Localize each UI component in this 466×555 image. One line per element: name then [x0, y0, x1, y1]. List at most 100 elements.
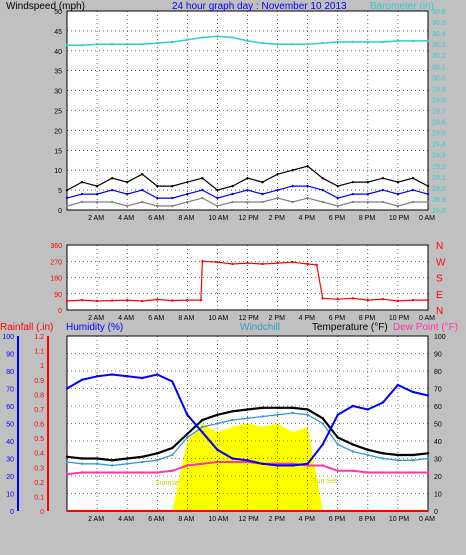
p1-xtick-label: 10 PM: [389, 215, 409, 222]
p2-xtick-label: 2 PM: [269, 315, 286, 322]
p3-xtick-label: 10 AM: [208, 516, 228, 523]
rain-ytick-label: 0.9: [34, 378, 44, 385]
wind-direction-point: [246, 261, 249, 265]
temp-ytick-label: 10: [434, 492, 442, 499]
wind-minimum-line-point: [366, 200, 370, 204]
wind-direction-point: [411, 298, 415, 302]
wind-gust-line-point: [171, 184, 174, 188]
wind-minimum-line-point: [186, 200, 189, 204]
wind-minimum-line-point: [125, 204, 129, 208]
dewpoint-line-point: [291, 462, 294, 465]
humidity-line-point: [321, 443, 324, 446]
wind-ytick-label: 5: [58, 188, 62, 195]
barometer-ytick-label: 29.2: [432, 164, 446, 171]
wind-minimum-line-point: [381, 200, 385, 204]
windchill-line-point: [216, 422, 219, 425]
wind-average-line-point: [65, 196, 69, 200]
rain-ytick-label: 0: [40, 509, 44, 516]
wind-ytick-label: 35: [54, 69, 62, 76]
barometer-ytick-label: 29.6: [432, 120, 446, 127]
wind-panel-axes: 0 5 10 15 20 25 30 35 40 45 50 28.8 28.9 29.0 29.1 29.2…: [54, 9, 446, 222]
windchill-line-point: [411, 459, 415, 462]
p2-xtick-label: 6 AM: [148, 315, 164, 322]
humidity-line-point: [65, 387, 69, 390]
wind-average-line-point: [231, 192, 234, 196]
rain-ytick-label: 0.2: [34, 480, 44, 487]
wind-gust-line-point: [426, 184, 430, 188]
rain-ytick-label: 0.7: [34, 407, 44, 414]
temperature-line-point: [411, 453, 415, 457]
humidity-line-point: [276, 464, 279, 467]
temperature-line-point: [110, 459, 114, 462]
barometer-ytick-label: 29.9: [432, 86, 446, 93]
humidity-line-point: [186, 413, 189, 416]
windchill-line-point: [246, 417, 249, 420]
p2-xtick-label: 4 PM: [299, 315, 316, 322]
wind-minimum-line-point: [216, 204, 219, 208]
temp-ytick-label: 30: [434, 457, 442, 464]
p1-xtick-label: 12 PM: [239, 215, 259, 222]
p1-xtick-label: 4 PM: [299, 215, 316, 222]
humidity-ytick-label: 60: [6, 404, 14, 411]
wind-average-line-point: [411, 188, 415, 192]
wind-gust-line-point: [336, 184, 339, 188]
humidity-ytick-label: 50: [6, 422, 14, 429]
barometer-point: [261, 41, 264, 45]
temperature-line-point: [246, 408, 249, 411]
barometer-ytick-label: 29.8: [432, 97, 446, 104]
direction-ytick-label: 270: [50, 259, 62, 266]
wind-ytick-label: 45: [54, 29, 62, 36]
wind-minimum-line-point: [426, 200, 430, 204]
wind-gust-line-point: [246, 176, 249, 180]
wind-direction-point: [396, 299, 400, 303]
wind-minimum-line-point: [95, 200, 99, 204]
barometer-point: [186, 38, 189, 41]
p1-xtick-label: 0 AM: [419, 215, 435, 222]
windchill-line-point: [186, 436, 189, 439]
p2-xtick-label: 12 PM: [239, 315, 259, 322]
wind-gust-line-point: [351, 180, 354, 184]
annotation-sunset: Sun Set: [312, 478, 337, 485]
dewpoint-line-point: [171, 469, 174, 472]
temperature-line-point: [201, 418, 204, 422]
rain-ytick-label: 0.8: [34, 392, 44, 399]
p1-xtick-label: 8 AM: [178, 215, 194, 222]
chart-title: 24 hour graph day : November 10 2013: [172, 1, 347, 12]
wind-average-line-point: [171, 196, 174, 200]
humidity-line-point: [231, 457, 234, 460]
direction-ytick-label: 0: [58, 308, 62, 315]
barometer-point: [396, 39, 400, 43]
barometer-point: [201, 36, 204, 39]
wind-minimum-line-point: [336, 204, 339, 208]
temperature-line-point: [366, 448, 370, 451]
p3-xtick-label: 8 PM: [359, 516, 376, 523]
wind-minimum-line-point: [80, 200, 84, 204]
wind-minimum-line-point: [306, 196, 309, 200]
barometer-point: [291, 42, 294, 46]
humidity-line-point: [366, 408, 370, 411]
wind-minimum-line-point: [276, 196, 279, 200]
temp-panel-series: [65, 373, 430, 512]
wind-gust-line-point: [396, 180, 400, 184]
wind-panel-grid: [67, 10, 429, 211]
windchill-line-point: [426, 457, 430, 460]
rain-ytick-label: 1.2: [34, 334, 44, 341]
legend-rainfall: Rainfall (.in): [0, 322, 53, 333]
wind-gust-line-point: [321, 176, 324, 180]
wind-direction-point: [201, 260, 204, 263]
wind-direction-point: [199, 298, 203, 302]
rain-ytick-label: 0.4: [34, 451, 44, 458]
barometer-point: [306, 42, 309, 46]
p2-xtick-label: 10 PM: [389, 315, 409, 322]
wind-direction-point: [381, 297, 385, 301]
wind-minimum-line-point: [291, 200, 294, 204]
wind-minimum-line-point: [351, 200, 354, 204]
wind-average-line-point: [291, 184, 294, 188]
temperature-line-point: [336, 436, 339, 439]
p1-xtick-label: 10 AM: [208, 215, 228, 222]
barometer-point: [366, 40, 370, 44]
direction-panel-grid: [67, 244, 429, 311]
